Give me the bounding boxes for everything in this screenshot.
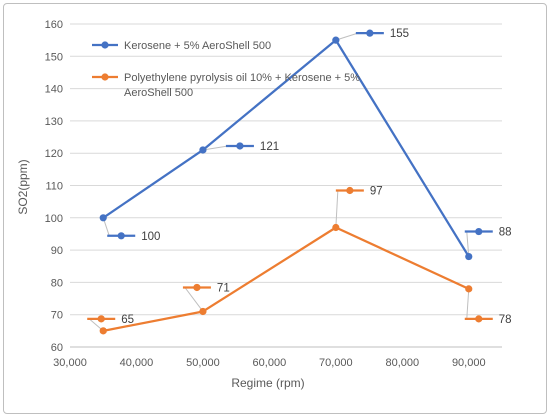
series-line-1 [102, 39, 470, 258]
label-key-marker [346, 186, 354, 195]
x-tick-label: 80,000 [385, 357, 419, 369]
data-point [199, 307, 207, 316]
leader-line [335, 32, 358, 41]
data-point [99, 327, 107, 335]
label-key-marker [236, 142, 244, 150]
y-axis-ticks: 60 70 80 90 100 110 120 130 140 150 160 [45, 19, 63, 354]
x-axis-title: Regime (rpm) [231, 376, 304, 390]
legend-item-2: Polyethylene pyrolysis oil 10% + Kerosen… [92, 72, 360, 99]
x-tick-label: 40,000 [120, 357, 154, 369]
data-point [332, 223, 340, 232]
legend-label: Polyethylene pyrolysis oil 10% + Kerosen… [124, 72, 360, 84]
data-label: 78 [499, 314, 512, 326]
y-tick-label: 160 [45, 19, 63, 31]
y-tick-label: 90 [51, 245, 63, 257]
data-point [199, 146, 207, 154]
y-axis-title: SO2(ppm) [16, 159, 30, 214]
data-label: 155 [390, 28, 409, 40]
label-key-marker [117, 232, 125, 240]
legend-label: AeroShell 500 [124, 87, 193, 99]
leader-line [202, 145, 229, 151]
series-line-2 [103, 226, 470, 332]
series-lines [102, 39, 470, 332]
data-point [465, 285, 473, 293]
legend-key-marker [101, 73, 109, 81]
label-key-marker [475, 227, 483, 236]
leader-line [466, 288, 470, 319]
label-key-marker [193, 283, 201, 292]
data-label: 100 [141, 231, 160, 243]
y-tick-label: 110 [45, 181, 63, 193]
data-label: 97 [370, 185, 383, 197]
label-key-marker [475, 315, 483, 323]
data-label: 88 [499, 227, 512, 239]
data-labels: 100 121 155 88 65 71 97 78 [87, 28, 512, 326]
x-tick-label: 50,000 [186, 357, 220, 369]
legend-key-marker [101, 41, 109, 49]
legend-item-1: Kerosene + 5% AeroShell 500 [92, 40, 271, 52]
leader-line [335, 190, 339, 228]
leader-line [466, 231, 470, 257]
x-axis-ticks: 30,000 40,000 50,000 60,000 70,000 80,000 90,0… [53, 357, 485, 369]
series-markers [99, 36, 473, 335]
y-tick-label: 70 [51, 310, 63, 322]
gridlines [70, 23, 502, 348]
y-tick-label: 130 [45, 116, 63, 128]
data-point [465, 252, 473, 261]
x-tick-label: 60,000 [253, 357, 287, 369]
y-tick-label: 120 [45, 148, 63, 160]
data-label: 65 [121, 314, 134, 326]
data-label: 71 [217, 282, 230, 294]
data-point [332, 36, 340, 44]
label-key-marker [366, 29, 374, 37]
label-key-marker [97, 315, 105, 323]
data-point [99, 214, 107, 222]
x-tick-label: 70,000 [319, 357, 353, 369]
y-tick-label: 150 [45, 51, 63, 63]
y-tick-label: 80 [51, 277, 63, 289]
legend-label: Kerosene + 5% AeroShell 500 [124, 40, 271, 52]
x-tick-label: 30,000 [53, 357, 87, 369]
legend: Kerosene + 5% AeroShell 500 Polyethylene … [92, 40, 360, 99]
leader-line [184, 287, 204, 312]
y-tick-label: 100 [45, 213, 63, 225]
chart-frame [3, 3, 547, 414]
y-tick-label: 60 [51, 342, 63, 354]
data-label: 121 [260, 141, 279, 153]
x-tick-label: 90,000 [452, 357, 486, 369]
y-tick-label: 140 [45, 84, 63, 96]
